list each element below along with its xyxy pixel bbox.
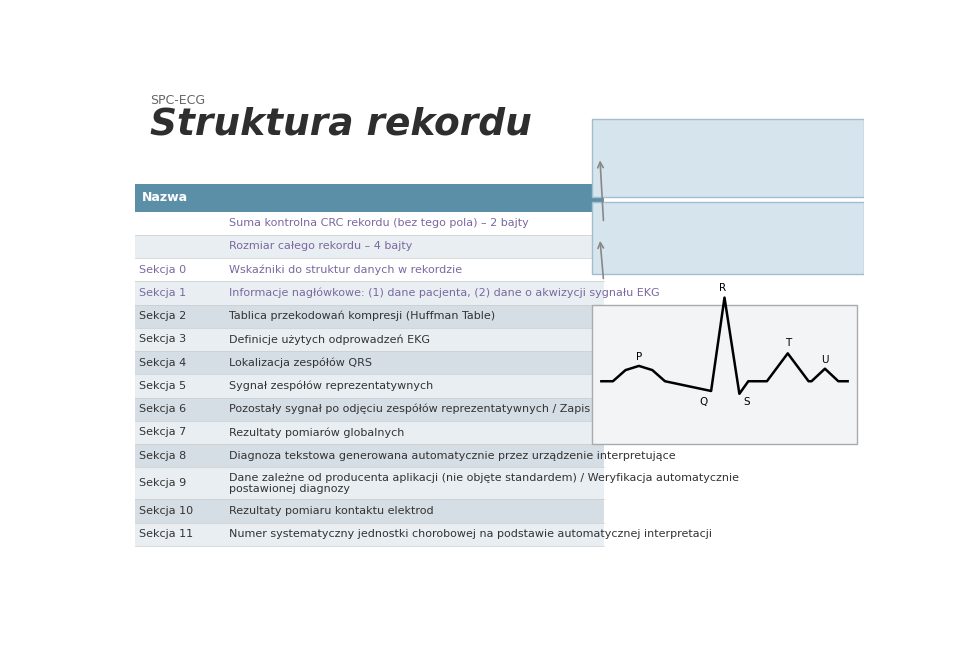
- Text: Lokalizacja zespółów QRS: Lokalizacja zespółów QRS: [229, 357, 372, 368]
- Text: Diagnoza tekstowa generowana automatycznie przez urządzenie interpretujące: Diagnoza tekstowa generowana automatyczn…: [229, 451, 676, 460]
- FancyBboxPatch shape: [221, 328, 604, 351]
- FancyBboxPatch shape: [221, 351, 604, 374]
- Text: P: P: [636, 353, 642, 362]
- FancyBboxPatch shape: [221, 281, 604, 304]
- Text: Sekcja 6: Sekcja 6: [138, 404, 185, 414]
- Text: Sekcja 8: Sekcja 8: [138, 451, 186, 460]
- FancyBboxPatch shape: [221, 421, 604, 444]
- Text: Rezultaty pomiaru kontaktu elektrod: Rezultaty pomiaru kontaktu elektrod: [229, 506, 434, 516]
- FancyBboxPatch shape: [134, 304, 221, 328]
- FancyBboxPatch shape: [592, 202, 864, 274]
- FancyBboxPatch shape: [221, 374, 604, 398]
- FancyBboxPatch shape: [134, 523, 221, 546]
- Text: Q: Q: [700, 397, 708, 407]
- FancyBboxPatch shape: [592, 304, 856, 444]
- FancyBboxPatch shape: [221, 444, 604, 468]
- FancyBboxPatch shape: [221, 304, 604, 328]
- FancyBboxPatch shape: [134, 258, 221, 281]
- Text: Sekcja 4: Sekcja 4: [138, 358, 186, 368]
- Text: Suma kontrolna CRC rekordu (bez tego pola) – 2 bajty: Suma kontrolna CRC rekordu (bez tego pol…: [229, 218, 529, 229]
- Text: T: T: [784, 338, 791, 349]
- Text: Sekcja 3: Sekcja 3: [138, 334, 185, 344]
- Text: Sekcja 9: Sekcja 9: [138, 479, 186, 488]
- FancyBboxPatch shape: [134, 235, 221, 258]
- FancyBboxPatch shape: [134, 421, 221, 444]
- Text: Dane zależne od producenta aplikacji (nie objęte standardem) / Weryfikacja autom: Dane zależne od producenta aplikacji (ni…: [229, 473, 739, 494]
- FancyBboxPatch shape: [134, 374, 221, 398]
- Text: Sekcja 1: Sekcja 1: [138, 288, 185, 298]
- Text: Numer systematyczny jednostki chorobowej na podstawie automatycznej interpretacj: Numer systematyczny jednostki chorobowej…: [229, 530, 712, 539]
- Text: U: U: [821, 355, 828, 364]
- Text: Nazwa: Nazwa: [142, 191, 188, 204]
- FancyBboxPatch shape: [134, 281, 221, 304]
- FancyBboxPatch shape: [221, 500, 604, 523]
- Text: Sekcja 2: Sekcja 2: [138, 311, 186, 321]
- Text: Rezultaty pomiarów globalnych: Rezultaty pomiarów globalnych: [229, 427, 405, 438]
- Text: Tablica przekodowań kompresji (Huffman Table): Tablica przekodowań kompresji (Huffman T…: [229, 311, 495, 321]
- Text: R: R: [719, 283, 727, 293]
- FancyBboxPatch shape: [134, 468, 221, 500]
- FancyBboxPatch shape: [134, 500, 221, 523]
- Text: Informacje nagłówkowe: (1) dane pacjenta, (2) dane o akwizycji sygnału EKG: Informacje nagłówkowe: (1) dane pacjenta…: [229, 288, 660, 298]
- Text: Definicje użytych odprowadzeń EKG: Definicje użytych odprowadzeń EKG: [229, 334, 430, 345]
- Text: Informacja o użytych odprowadzeniach
(typowo 12) oraz o długości i „ułożeniu”
po: Informacja o użytych odprowadzeniach (ty…: [624, 218, 832, 258]
- Text: Sekcja 11: Sekcja 11: [138, 530, 193, 539]
- FancyBboxPatch shape: [134, 444, 221, 468]
- Text: Sekcja 0: Sekcja 0: [138, 264, 185, 275]
- FancyBboxPatch shape: [134, 212, 221, 235]
- FancyBboxPatch shape: [221, 212, 604, 235]
- FancyBboxPatch shape: [221, 258, 604, 281]
- FancyBboxPatch shape: [592, 119, 864, 197]
- Text: Do 35 znaczników opisujących podstawowe
informacje o pacjencie oraz o wykorzysta: Do 35 znaczników opisujących podstawowe …: [612, 138, 844, 177]
- FancyBboxPatch shape: [134, 184, 604, 212]
- Text: SPC-ECG: SPC-ECG: [150, 95, 204, 108]
- Text: Sekcja 7: Sekcja 7: [138, 427, 186, 438]
- FancyBboxPatch shape: [221, 398, 604, 421]
- Text: Pozostały sygnał po odjęciu zespółów reprezentatywnych / Zapis rytmu: Pozostały sygnał po odjęciu zespółów rep…: [229, 404, 628, 415]
- FancyBboxPatch shape: [134, 351, 221, 374]
- Text: Sekcja 10: Sekcja 10: [138, 506, 193, 516]
- FancyBboxPatch shape: [134, 328, 221, 351]
- FancyBboxPatch shape: [221, 523, 604, 546]
- Text: Rozmiar całego rekordu – 4 bajty: Rozmiar całego rekordu – 4 bajty: [229, 242, 413, 251]
- FancyBboxPatch shape: [134, 398, 221, 421]
- FancyBboxPatch shape: [221, 235, 604, 258]
- FancyBboxPatch shape: [221, 468, 604, 500]
- Text: Sygnał zespółów reprezentatywnych: Sygnał zespółów reprezentatywnych: [229, 381, 434, 391]
- Text: Wskaźniki do struktur danych w rekordzie: Wskaźniki do struktur danych w rekordzie: [229, 264, 463, 275]
- Text: Sekcja 5: Sekcja 5: [138, 381, 185, 391]
- Text: S: S: [743, 397, 750, 407]
- Text: Struktura rekordu: Struktura rekordu: [150, 106, 532, 142]
